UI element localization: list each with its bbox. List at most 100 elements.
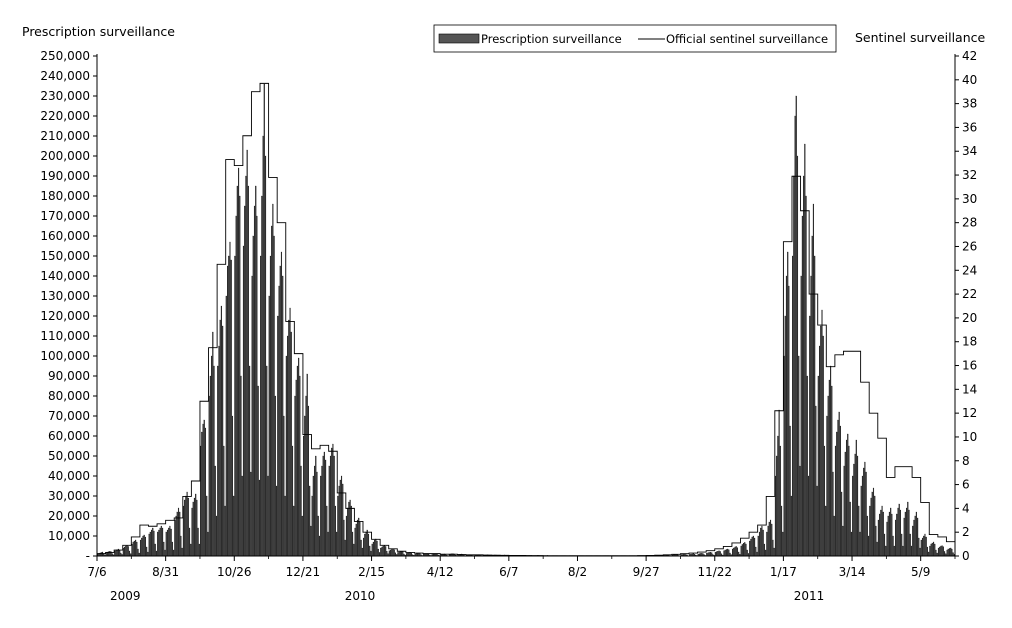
prescription-bar	[779, 445, 781, 557]
prescription-bar	[326, 505, 328, 557]
right-tick-label: 6	[962, 478, 970, 492]
prescription-bar	[163, 541, 165, 557]
prescription-bar	[876, 541, 878, 557]
left-tick-label: 150,000	[40, 249, 90, 263]
prescription-bar	[800, 275, 802, 557]
prescription-bar	[240, 375, 242, 557]
prescription-bar	[919, 547, 921, 557]
prescription-bar	[354, 527, 356, 557]
prescription-bar	[869, 505, 871, 557]
prescription-bar	[135, 539, 137, 557]
prescription-bar	[923, 535, 925, 557]
prescription-bar	[859, 531, 861, 557]
prescription-bar	[832, 471, 834, 557]
prescription-bar	[950, 547, 952, 557]
prescription-bar	[744, 542, 746, 557]
prescription-bar	[196, 499, 198, 557]
prescription-bar	[147, 551, 149, 557]
prescription-bar	[124, 546, 126, 557]
right-tick-label: 38	[962, 97, 977, 111]
prescription-bar	[745, 543, 747, 557]
prescription-bar	[762, 529, 764, 557]
prescription-bar	[397, 552, 399, 557]
prescription-bar	[288, 319, 290, 557]
prescription-bar	[284, 495, 286, 557]
prescription-bar	[719, 551, 721, 557]
prescription-bar	[825, 505, 827, 557]
prescription-bar	[723, 550, 725, 557]
prescription-bar	[255, 185, 257, 557]
prescription-bar	[231, 415, 233, 557]
prescription-bar	[790, 495, 792, 557]
right-tick-label: 42	[962, 49, 977, 63]
prescription-bar	[158, 529, 160, 557]
prescription-bar	[229, 241, 231, 557]
prescription-bar	[393, 549, 395, 557]
prescription-bar	[939, 546, 941, 557]
prescription-bar	[931, 542, 933, 557]
prescription-bar	[251, 275, 253, 557]
prescription-bar	[724, 549, 726, 557]
prescription-bar	[815, 405, 817, 557]
left-tick-label: 250,000	[40, 49, 90, 63]
prescription-bar	[388, 550, 390, 557]
prescription-bar	[250, 471, 252, 557]
left-tick-label: 240,000	[40, 69, 90, 83]
prescription-bar	[212, 331, 214, 557]
prescription-bar	[795, 95, 797, 557]
prescription-bar	[277, 315, 279, 557]
right-tick-label: 40	[962, 73, 977, 87]
prescription-bar	[892, 535, 894, 557]
prescription-bar	[885, 545, 887, 557]
right-tick-label: 28	[962, 216, 977, 230]
prescription-bar	[921, 537, 924, 557]
prescription-bar	[307, 405, 309, 557]
prescription-bar	[796, 155, 799, 557]
prescription-bar	[180, 535, 182, 557]
prescription-bar	[128, 550, 131, 557]
prescription-bar	[287, 335, 289, 557]
prescription-bar	[803, 175, 805, 557]
prescription-bar	[115, 549, 117, 557]
left-tick-label: 140,000	[40, 269, 90, 283]
prescription-bar	[756, 551, 758, 557]
prescription-bar	[264, 155, 267, 557]
prescription-bar	[917, 517, 919, 557]
prescription-bar	[224, 505, 226, 557]
prescription-bar	[381, 546, 383, 557]
prescription-bar	[777, 435, 779, 557]
prescription-bar	[896, 513, 898, 557]
prescription-bar	[714, 552, 716, 557]
prescription-bar	[136, 541, 138, 557]
prescription-bar	[915, 511, 917, 557]
prescription-bar	[148, 533, 150, 557]
prescription-bar	[314, 465, 316, 557]
right-tick-label: 34	[962, 144, 977, 158]
prescription-bar	[401, 551, 403, 557]
prescription-bar	[215, 515, 218, 557]
prescription-bar	[253, 205, 256, 557]
prescription-bar	[743, 543, 745, 557]
prescription-bar	[768, 521, 770, 557]
prescription-bar	[849, 501, 851, 557]
prescription-bar	[192, 501, 194, 557]
prescription-bar	[805, 195, 807, 557]
prescription-bar	[765, 549, 767, 557]
prescription-bar	[239, 195, 241, 557]
prescription-bar	[755, 546, 757, 557]
prescription-bar	[320, 475, 322, 557]
prescription-bar	[952, 552, 954, 557]
prescription-bar	[160, 525, 162, 557]
axes	[96, 54, 956, 557]
prescription-bar	[841, 491, 843, 557]
prescription-bar	[207, 531, 209, 557]
prescription-bar	[296, 365, 298, 557]
prescription-bar	[399, 551, 401, 557]
prescription-bar	[727, 548, 729, 557]
prescription-bar	[848, 445, 850, 557]
prescription-bar	[223, 445, 225, 557]
prescription-bar	[298, 357, 300, 557]
prescription-bar	[785, 275, 788, 557]
prescription-bar	[937, 547, 939, 557]
prescription-bar	[850, 531, 852, 557]
